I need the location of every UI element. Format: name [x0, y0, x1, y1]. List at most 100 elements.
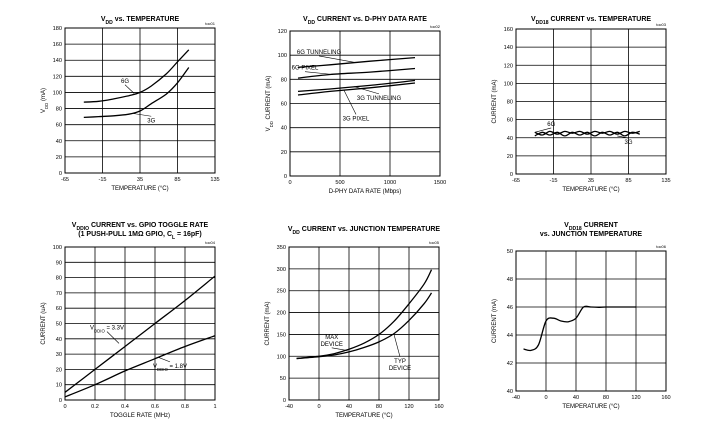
annotation-label: 3G PIXEL: [343, 116, 370, 122]
series-line: [65, 275, 215, 393]
y-axis-label: VDD (mA): [41, 88, 49, 113]
chart-figure-tag: toc01: [205, 21, 216, 26]
x-tick-label: 35: [137, 177, 143, 183]
y-tick-label: 200: [277, 311, 286, 317]
x-tick-label: -65: [512, 178, 520, 184]
x-tick-label: 0: [317, 404, 320, 410]
y-tick-label: 60: [507, 118, 513, 124]
annotation-label: 3G: [147, 118, 155, 124]
chart-svg: VDD CURRENT vs. JUNCTION TEMPERATURE toc0…: [265, 226, 444, 419]
y-tick-label: 160: [53, 42, 62, 48]
annotation-label: VDDIO = 1.8V: [153, 364, 187, 372]
y-tick-label: 0: [59, 171, 62, 177]
x-tick-label: 0.2: [91, 404, 99, 410]
x-tick-label: 120: [631, 395, 640, 401]
x-tick-label: -15: [549, 178, 557, 184]
y-tick-label: 100: [277, 354, 286, 360]
x-axis-label: D-PHY DATA RATE (Mbps): [329, 189, 402, 195]
y-tick-label: 80: [507, 100, 513, 106]
y-tick-label: 50: [507, 249, 513, 255]
y-tick-label: 80: [281, 77, 287, 83]
chart-vdd18-current-vs-temperature: VDD18 CURRENT vs. TEMPERATURE toc03 0 20 40 6…: [488, 10, 700, 200]
y-tick-label: 42: [507, 361, 513, 367]
x-tick-label: 40: [346, 404, 352, 410]
y-tick-label: 60: [56, 306, 62, 312]
annotation-label: 6G: [547, 122, 555, 128]
chart-vdd-current-vs-junction-temperature: VDD CURRENT vs. JUNCTION TEMPERATURE toc0…: [246, 220, 476, 425]
chart-title-line: (1 PUSH-PULL 1MΩ GPIO, CL = 16pF): [78, 231, 202, 241]
y-tick-label: 46: [507, 305, 513, 311]
y-axis-label: CURRENT (uA): [41, 302, 47, 344]
y-tick-label: 40: [281, 126, 287, 132]
x-tick-label: 0: [288, 180, 291, 186]
chart-figure-tag: toc05: [429, 240, 440, 245]
y-axis-label: CURRENT (mA): [265, 302, 271, 346]
plot-frame: [64, 27, 216, 174]
annotation-label: TYP DEVICE: [389, 359, 411, 372]
annotation-label: 6G TUNNELING: [297, 50, 342, 56]
y-tick-label: 50: [280, 376, 286, 382]
x-tick-label: 85: [625, 178, 631, 184]
y-tick-label: 40: [56, 139, 62, 145]
annotation-label: 6G: [121, 79, 129, 85]
y-tick-label: 140: [504, 45, 513, 51]
series-annotation: TYP DEVICE: [389, 334, 411, 372]
x-tick-label: 35: [588, 178, 594, 184]
x-tick-label: 40: [573, 395, 579, 401]
y-tick-label: 40: [507, 136, 513, 142]
annotation-leader: [343, 90, 357, 115]
series-annotation: 3G: [617, 135, 633, 146]
x-axis-label: TEMPERATURE (°C): [111, 186, 168, 192]
y-tick-label: 50: [56, 322, 62, 328]
series-line: [297, 67, 416, 79]
series-annotation: VDDIO = 1.8V: [153, 356, 187, 372]
annotation-leader: [124, 84, 135, 94]
y-tick-label: 40: [56, 337, 62, 343]
y-tick-label: 30: [56, 352, 62, 358]
series-line: [534, 130, 640, 136]
y-tick-label: 0: [283, 398, 286, 404]
chart-title-line: VDDIO CURRENT vs. GPIO TOGGLE RATE: [72, 222, 209, 232]
series-annotation: VDDIO = 3.3V: [90, 326, 124, 344]
chart-figure-tag: toc02: [430, 24, 441, 29]
y-tick-label: 140: [53, 58, 62, 64]
plot-frame: [64, 246, 216, 401]
y-tick-label: 70: [56, 291, 62, 297]
series-line: [296, 269, 433, 360]
x-axis-label: TOGGLE RATE (MHz): [110, 413, 170, 419]
y-tick-label: 20: [281, 150, 287, 156]
y-tick-label: 0: [59, 398, 62, 404]
y-tick-label: 80: [56, 276, 62, 282]
x-tick-label: 85: [174, 177, 180, 183]
series-line: [297, 79, 416, 93]
plot-frame: [288, 246, 440, 401]
y-tick-label: 20: [507, 154, 513, 160]
plot-frame: [515, 28, 667, 175]
y-tick-label: 120: [278, 29, 287, 35]
y-tick-label: 100: [53, 90, 62, 96]
annotation-leader: [157, 356, 171, 363]
y-tick-label: 160: [504, 27, 513, 33]
series-line: [83, 49, 190, 103]
x-tick-label: 0: [63, 404, 66, 410]
chart-vddio-current-vs-gpio-toggle-rate: VDDIO CURRENT vs. GPIO TOGGLE RATE (1 PUS…: [8, 220, 234, 425]
chart-svg: VDD vs. TEMPERATURE toc01 0 20 40 60 80 100 120 1…: [41, 16, 220, 192]
x-tick-label: 0: [544, 395, 547, 401]
chart-svg: VDD18 CURRENT vs. TEMPERATURE toc03 0 20 40 6…: [492, 16, 671, 193]
series-annotation: 3G PIXEL: [343, 90, 370, 122]
x-tick-label: 135: [210, 177, 219, 183]
x-tick-label: 120: [404, 404, 413, 410]
series-line: [297, 56, 416, 68]
y-tick-label: 150: [277, 332, 286, 338]
series-annotation: 6G: [534, 122, 556, 133]
annotation-label: 6G PIXEL: [292, 66, 319, 72]
chart-svg: VDDIO CURRENT vs. GPIO TOGGLE RATE(1 PUS…: [41, 222, 217, 419]
series-annotation: MAX DEVICE: [321, 335, 348, 351]
y-tick-label: 10: [56, 383, 62, 389]
y-tick-label: 80: [56, 107, 62, 113]
chart-title-line: VDD vs. TEMPERATURE: [101, 16, 180, 26]
y-tick-label: 300: [277, 267, 286, 273]
chart-vdd-current-vs-dphy-data-rate: VDD CURRENT vs. D-PHY DATA RATE toc02 0 20 4…: [246, 10, 476, 200]
annotation-leader: [106, 331, 120, 344]
